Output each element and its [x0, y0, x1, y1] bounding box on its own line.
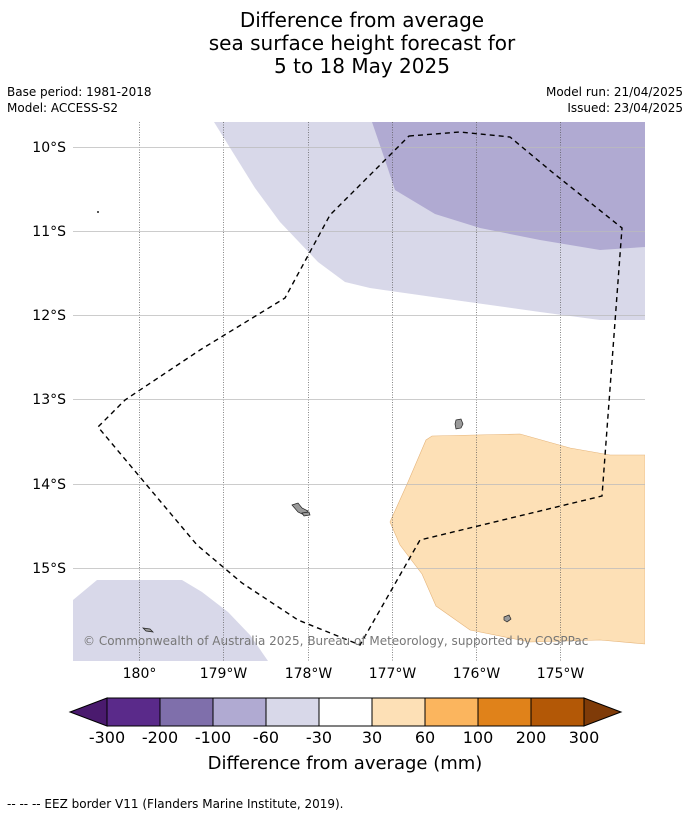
colorbar-title: Difference from average (mm) — [207, 753, 483, 774]
colorbar-tick-m100: -100 — [194, 728, 232, 747]
lat-label-10s: 10°S — [32, 140, 66, 156]
lat-label-15s: 15°S — [32, 561, 66, 577]
latitude-labels: 10°S 11°S 12°S 13°S 14°S 15°S — [32, 140, 66, 577]
map-area — [73, 122, 645, 661]
colorbar-segment-7 — [424, 697, 479, 727]
colorbar-segment-4 — [265, 697, 320, 727]
colorbar-segment-3 — [212, 697, 267, 727]
colorbar-tick-m300: -300 — [88, 728, 126, 747]
colorbar-segment-6 — [371, 697, 426, 727]
issued-date: Issued: 23/04/2025 — [567, 101, 683, 115]
lat-label-13s: 13°S — [32, 392, 66, 408]
colorbar-tick-m60: -60 — [252, 728, 280, 747]
colorbar-segment-5 — [318, 697, 373, 727]
lon-label-180: 180° — [123, 666, 157, 682]
colorbar-tick-30: 30 — [361, 728, 383, 747]
chart-title: Difference from average sea surface heig… — [0, 9, 690, 78]
colorbar-segment-1 — [106, 697, 161, 727]
title-line-1: Difference from average — [239, 8, 485, 32]
colorbar-tick-m200: -200 — [141, 728, 179, 747]
island-southwest — [142, 627, 154, 633]
eez-legend-footer: -- -- -- EEZ border V11 (Flanders Marine… — [7, 797, 344, 811]
colorbar-high-extension — [583, 697, 623, 727]
anomaly-region-mid-purple — [372, 122, 645, 250]
latitude-gridlines — [73, 147, 645, 569]
colorbar — [68, 697, 623, 727]
island-niuafoou — [503, 614, 512, 623]
title-line-2: sea surface height forecast for — [208, 31, 516, 55]
island-uvea — [454, 418, 464, 430]
island-futuna — [291, 502, 309, 516]
islet-dot — [97, 211, 99, 213]
anomaly-region-light-purple-south — [73, 580, 268, 661]
island-alofi — [301, 511, 311, 517]
colorbar-tick-100: 100 — [462, 728, 494, 747]
lat-label-11s: 11°S — [32, 224, 66, 240]
colorbar-segment-8 — [477, 697, 532, 727]
colorbar-tick-60: 60 — [414, 728, 436, 747]
eez-border — [97, 131, 623, 646]
lon-label-176w: 176°W — [453, 666, 501, 682]
meta-right: Model run: 21/04/2025 Issued: 23/04/2025 — [546, 84, 683, 116]
meta-left: Base period: 1981-2018 Model: ACCESS-S2 — [7, 84, 152, 116]
longitude-labels: 180° 179°W 178°W 177°W 176°W 175°W — [123, 666, 585, 682]
lat-label-14s: 14°S — [32, 477, 66, 493]
base-period: Base period: 1981-2018 — [7, 85, 152, 99]
anomaly-region-light-orange — [389, 433, 645, 645]
model-name: Model: ACCESS-S2 — [7, 101, 119, 115]
lon-label-175w: 175°W — [537, 666, 585, 682]
colorbar-segment-9 — [530, 697, 585, 727]
lon-label-178w: 178°W — [285, 666, 333, 682]
lon-label-179w: 179°W — [200, 666, 248, 682]
colorbar-tick-m30: -30 — [305, 728, 333, 747]
colorbar-tick-300: 300 — [568, 728, 600, 747]
copyright-notice: © Commonwealth of Australia 2025, Bureau… — [83, 634, 588, 648]
colorbar-low-extension — [68, 697, 108, 727]
title-line-3: 5 to 18 May 2025 — [274, 54, 450, 78]
lon-label-177w: 177°W — [369, 666, 417, 682]
lat-label-12s: 12°S — [32, 308, 66, 324]
land-islands — [142, 418, 512, 633]
model-run: Model run: 21/04/2025 — [545, 85, 683, 99]
colorbar-tick-200: 200 — [515, 728, 547, 747]
colorbar-segment-2 — [159, 697, 214, 727]
